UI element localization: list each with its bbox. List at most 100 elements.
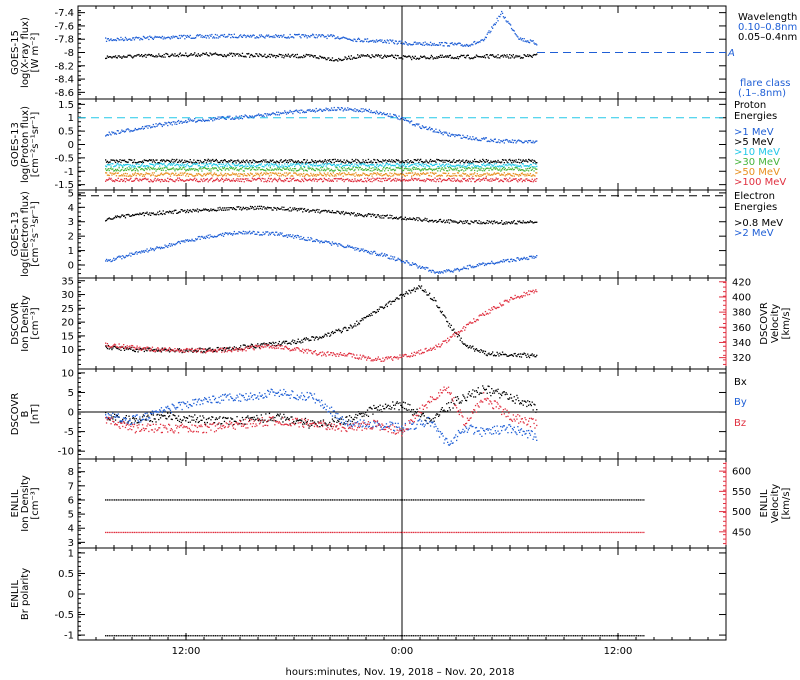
data-point [210, 236, 212, 238]
data-point [392, 218, 394, 220]
data-point [383, 41, 385, 43]
data-point [113, 131, 115, 134]
data-point [192, 163, 194, 165]
data-point [146, 160, 148, 162]
data-point [242, 34, 244, 37]
data-point [410, 160, 412, 162]
data-point [247, 161, 249, 163]
data-point [346, 246, 348, 248]
data-point [231, 167, 233, 169]
data-point [454, 161, 456, 164]
data-point [492, 140, 495, 143]
data-point [319, 178, 321, 180]
data-point [404, 167, 406, 169]
data-point [212, 167, 214, 169]
data-point [183, 172, 185, 174]
data-point [312, 209, 314, 211]
data-point [444, 56, 446, 58]
data-point [203, 161, 205, 163]
data-point [471, 169, 473, 171]
data-point [194, 162, 196, 164]
data-point [513, 164, 515, 166]
data-point [427, 169, 429, 171]
data-point [445, 221, 447, 223]
data-point [253, 208, 255, 211]
data-point [227, 207, 229, 209]
data-point [281, 206, 283, 208]
data-point [213, 163, 215, 165]
data-point [162, 163, 164, 165]
data-point [506, 169, 508, 171]
data-point [303, 175, 306, 177]
data-point [456, 57, 458, 59]
data-point [367, 175, 370, 177]
data-point [339, 172, 341, 174]
data-point [163, 53, 165, 56]
data-point [407, 172, 409, 175]
data-point [251, 161, 253, 163]
data-point [321, 110, 323, 112]
data-point [339, 37, 342, 40]
data-point [357, 169, 360, 171]
data-point [330, 161, 333, 164]
data-point [498, 161, 500, 163]
data-point [437, 165, 439, 168]
data-point [222, 55, 225, 58]
data-point [347, 244, 349, 246]
data-point [329, 35, 331, 37]
data-point [174, 161, 176, 163]
data-point [500, 162, 502, 164]
data-point [239, 208, 241, 210]
data-point [223, 54, 226, 56]
data-point [447, 55, 449, 57]
data-point [512, 142, 514, 144]
data-point [258, 205, 261, 207]
data-point [132, 130, 135, 132]
data-point [216, 164, 218, 167]
data-point [510, 164, 512, 166]
data-point [402, 55, 405, 57]
data-point [435, 44, 437, 46]
data-point [469, 223, 471, 225]
data-point [421, 168, 424, 170]
data-point [436, 163, 438, 165]
data-point [502, 223, 505, 225]
data-point [509, 222, 511, 224]
data-point [526, 140, 528, 142]
data-point [131, 170, 133, 172]
data-point [135, 36, 137, 38]
data-point [133, 173, 136, 175]
data-point [132, 57, 134, 59]
data-point [258, 177, 260, 179]
data-point [451, 168, 453, 171]
data-point [356, 180, 358, 183]
data-point [239, 115, 241, 117]
data-point [317, 57, 319, 59]
data-point [455, 175, 457, 177]
data-point [468, 167, 470, 169]
data-point [468, 177, 470, 180]
data-point [374, 111, 376, 113]
data-point [159, 162, 162, 165]
data-point [312, 110, 315, 112]
data-point [135, 251, 137, 253]
data-point [476, 55, 478, 57]
data-point [162, 159, 164, 161]
data-point [131, 39, 133, 41]
data-point [336, 160, 338, 162]
data-point [323, 210, 325, 212]
data-point [320, 211, 322, 213]
data-point [438, 163, 441, 165]
data-point [181, 179, 183, 181]
data-point [248, 163, 250, 165]
data-point [499, 57, 501, 59]
data-point [466, 220, 469, 222]
data-point [204, 36, 206, 38]
data-point [155, 214, 157, 216]
data-point [174, 123, 176, 125]
data-point [212, 208, 214, 211]
data-point [220, 172, 222, 174]
data-point [225, 118, 227, 120]
data-point [208, 120, 210, 122]
data-point [175, 172, 177, 174]
